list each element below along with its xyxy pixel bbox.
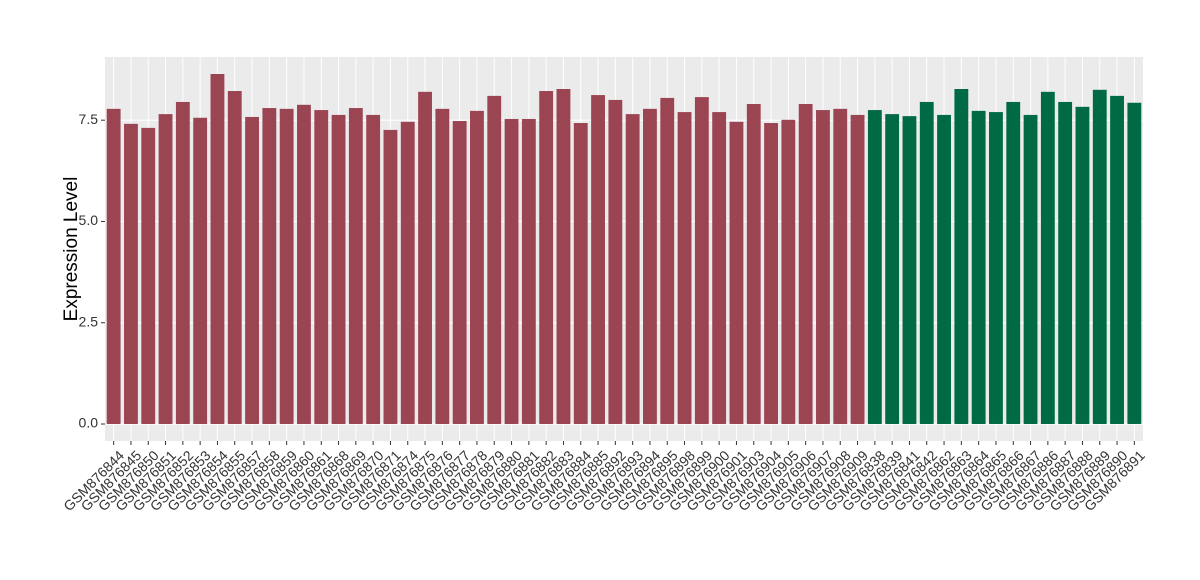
bar [279,108,294,424]
bar [712,112,727,424]
bar [175,101,190,424]
y-tick-label: 2.5 [79,313,99,329]
bar [1092,89,1107,424]
y-tick-label: 0.0 [79,415,99,431]
bar [141,127,156,424]
bar [193,117,208,424]
bar [746,103,761,424]
bar [435,108,450,424]
bar [400,121,415,424]
bar [124,123,138,424]
bar [556,89,571,424]
bar [729,121,744,424]
bar [210,74,225,424]
bar [227,91,242,424]
bar [677,112,692,424]
bar [798,103,813,424]
bar [850,114,865,424]
bar [971,110,986,424]
y-tick-label: 5.0 [79,212,99,228]
bar [262,108,277,424]
bar [1058,101,1073,424]
bar [937,114,951,424]
bar [1127,102,1142,424]
bar [314,110,329,424]
bar [902,116,917,424]
bar [106,108,121,424]
bar [487,95,502,424]
bar [348,108,363,424]
bar [1023,114,1038,424]
bar [1110,95,1124,424]
bar [245,116,259,424]
bar [867,110,882,424]
bar [504,118,519,424]
bar [989,112,1003,424]
bar [781,119,796,424]
bar [573,123,588,424]
bar [660,97,675,424]
bar [521,118,536,424]
bar [539,91,554,424]
y-tick-label: 7.5 [79,111,99,127]
bar [1075,106,1090,424]
bar [383,129,398,424]
bar [297,104,311,424]
bar [694,97,709,424]
bar [764,123,778,424]
y-axis-title: Expression Level [61,177,82,322]
bar [833,108,848,424]
bar [158,114,173,424]
bar [608,99,623,424]
bar [331,114,346,424]
bar [1006,101,1021,424]
bar [366,114,381,424]
bar [643,108,657,424]
bar [470,110,484,424]
bar [1040,91,1055,424]
bar [816,110,830,424]
bar [591,95,605,424]
bar [885,114,900,424]
bar [418,91,432,424]
bar [452,121,467,424]
bar [919,101,934,424]
bar [954,89,969,424]
bar [625,114,640,424]
plot-panel [105,57,1143,441]
